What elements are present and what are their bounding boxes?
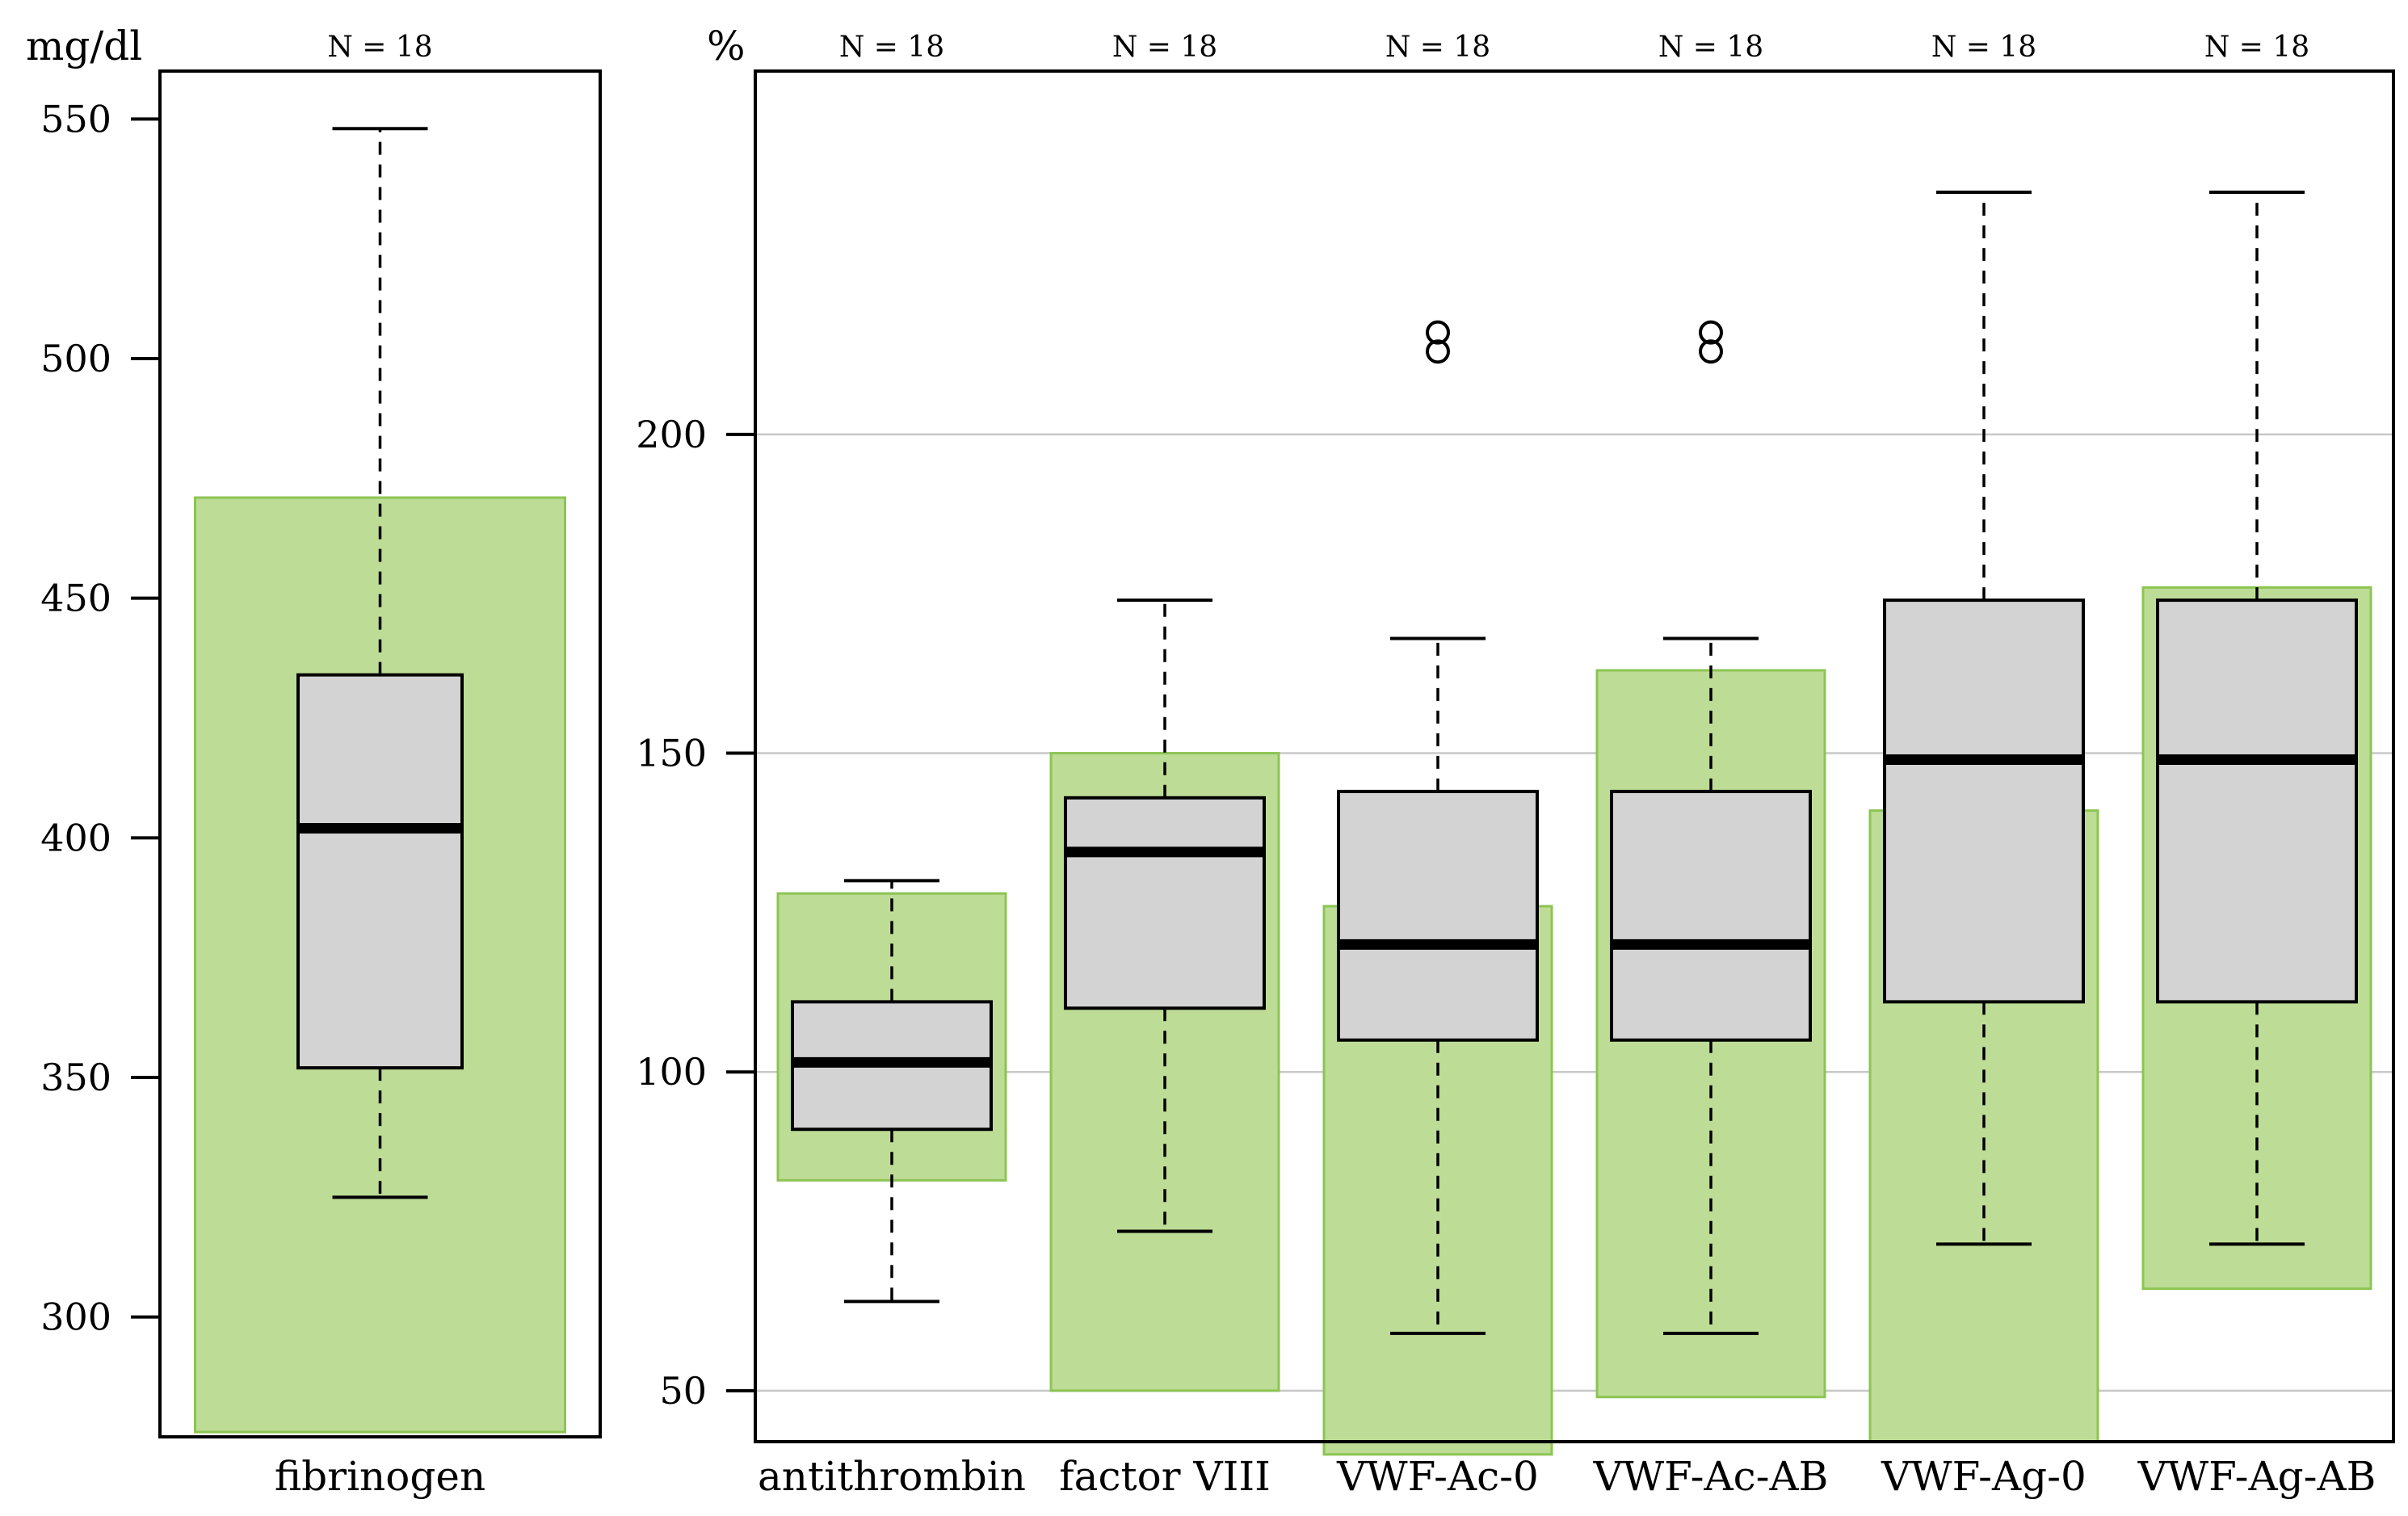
sample-size-label: N = 18 — [1385, 31, 1490, 64]
sample-size-label: N = 18 — [839, 31, 944, 64]
iqr-box — [1337, 789, 1539, 1042]
plot-frame — [158, 69, 602, 1438]
sample-size-label: N = 18 — [1658, 31, 1763, 64]
outlier-point — [1699, 320, 1723, 345]
y-tick-label: 200 — [636, 413, 707, 456]
sample-size-label: N = 18 — [1112, 31, 1217, 64]
y-tick-label: 500 — [40, 337, 111, 380]
y-tick-label: 550 — [40, 97, 111, 141]
y-tick-label: 300 — [40, 1296, 111, 1339]
y-tick-label: 100 — [636, 1050, 707, 1094]
sample-size-label: N = 18 — [1931, 31, 2036, 64]
x-category-label: VWF-Ag-0 — [1881, 1453, 2087, 1500]
outlier-point — [1699, 339, 1723, 364]
y-tick-label: 350 — [40, 1056, 111, 1099]
x-category-label: VWF-Ag-AB — [2137, 1453, 2376, 1500]
y-tick-label: 400 — [40, 816, 111, 859]
y-tick-label: 150 — [636, 732, 707, 775]
x-category-label: antithrombin — [758, 1453, 1026, 1500]
y-tick-label: 50 — [659, 1369, 707, 1413]
iqr-box — [1610, 789, 1812, 1042]
x-category-label: factor VIII — [1059, 1453, 1271, 1500]
outlier-point — [1426, 339, 1450, 364]
y-unit-label: % — [707, 23, 746, 69]
y-tick-label: 450 — [40, 577, 111, 620]
plot-frame — [754, 69, 2395, 1443]
iqr-box — [1883, 598, 2085, 1004]
panel-percent: 50 100 150 200% N = 18 antithrombin N = 18 fact… — [636, 23, 2395, 1500]
sample-size-label: N = 18 — [2204, 31, 2309, 64]
panel-fibrinogen: 300 350 400 450 500 550 mg/dl N = 18 fibrinogen — [26, 23, 602, 1500]
iqr-box — [1064, 796, 1266, 1010]
y-unit-label: mg/dl — [26, 23, 142, 69]
sample-size-label: N = 18 — [327, 31, 432, 64]
iqr-box — [2156, 598, 2358, 1004]
x-category-label: fibrinogen — [275, 1453, 485, 1500]
x-category-label: VWF-Ac-0 — [1336, 1453, 1539, 1500]
iqr-box — [296, 673, 464, 1070]
outlier-point — [1426, 320, 1450, 345]
x-category-label: VWF-Ac-AB — [1593, 1453, 1829, 1500]
